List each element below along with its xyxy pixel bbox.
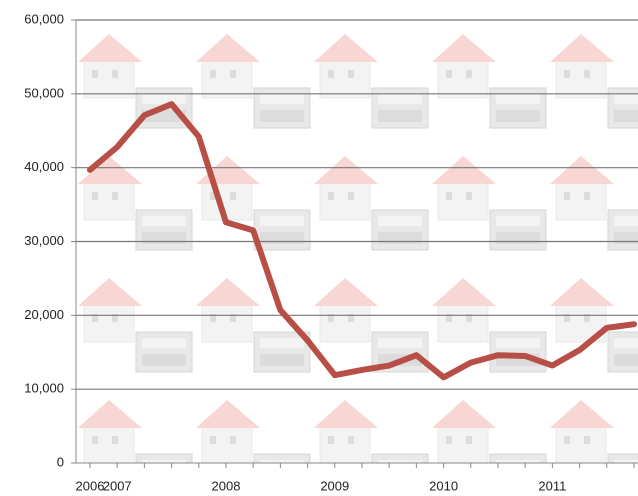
x-tick-label: 2006: [76, 478, 105, 493]
y-tick-label: 10,000: [24, 381, 64, 396]
y-tick-label: 40,000: [24, 159, 64, 174]
x-tick-label: 2009: [320, 478, 349, 493]
x-tick-label: 2007: [103, 478, 132, 493]
y-tick-label: 60,000: [24, 11, 64, 26]
data-line: [87, 101, 637, 381]
y-tick-label: 0: [57, 454, 64, 469]
x-tick-label: 2010: [429, 478, 458, 493]
y-tick-label: 20,000: [24, 307, 64, 322]
x-tick-label: 2011: [538, 478, 566, 493]
y-tick-label: 50,000: [24, 85, 64, 100]
y-tick-label: 30,000: [24, 233, 64, 248]
x-tick-label: 2008: [212, 478, 241, 493]
